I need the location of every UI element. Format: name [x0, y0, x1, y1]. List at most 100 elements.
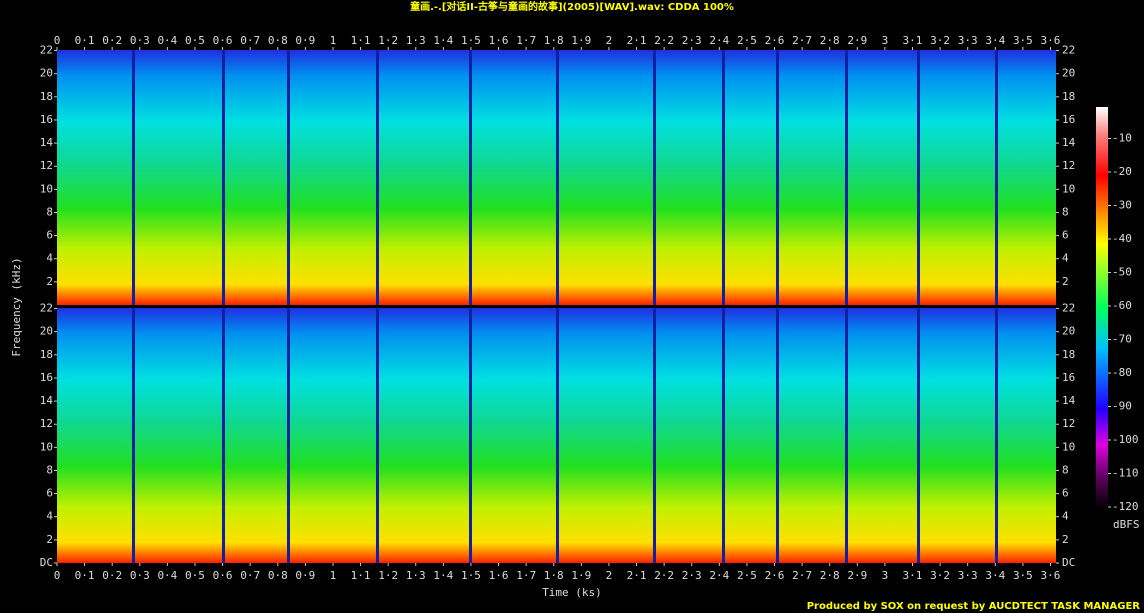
x-tick-label: 1·9 [571, 34, 591, 47]
x-tick-label: 0·8 [268, 34, 288, 47]
x-tick-label: 2·7 [792, 34, 812, 47]
x-tick-label: 2 [606, 34, 613, 47]
y-tick-label: 2 [46, 533, 53, 546]
y-tick-label-right: 8 [1062, 205, 1069, 218]
y-tick-label: 2 [46, 275, 53, 288]
x-tick-label: 2·6 [765, 34, 785, 47]
y-tick-label: 10 [40, 182, 53, 195]
colorbar-tick-label: -40 [1112, 232, 1132, 245]
y-tick-label: 18 [40, 348, 53, 361]
colorbar-tick-label: -60 [1112, 299, 1132, 312]
track-gap [556, 50, 559, 305]
x-tick-label: 3 [882, 569, 889, 582]
x-tick-label: 1·2 [378, 569, 398, 582]
track-gap [376, 50, 379, 305]
x-tick-label: 1·8 [544, 34, 564, 47]
track-gap [845, 50, 848, 305]
x-tick-label: 1·7 [516, 569, 536, 582]
track-gap [917, 308, 920, 563]
y-tick-label-right: 6 [1062, 229, 1069, 242]
x-tick-label: 2·5 [737, 569, 757, 582]
y-tick-label-right: 20 [1062, 325, 1075, 338]
track-gap [469, 50, 472, 305]
colorbar-tick-label: -10 [1112, 132, 1132, 145]
track-gap [722, 50, 725, 305]
x-tick-label: 2·7 [792, 569, 812, 582]
x-tick-label: 3·1 [903, 34, 923, 47]
x-tick-label: 0·7 [240, 34, 260, 47]
x-tick-label: 1·3 [406, 34, 426, 47]
y-tick-label: 16 [40, 371, 53, 384]
track-gap [287, 308, 290, 563]
colorbar-tick-label: -80 [1112, 366, 1132, 379]
y-tick-label-right: 4 [1062, 510, 1069, 523]
y-tick-label: 4 [46, 510, 53, 523]
y-tick-label-right: 16 [1062, 113, 1075, 126]
track-gap [469, 308, 472, 563]
x-tick-label: 3·5 [1013, 34, 1033, 47]
track-gap [722, 308, 725, 563]
y-tick-label: 18 [40, 90, 53, 103]
x-tick-label: 1·4 [433, 34, 453, 47]
x-tick-label: 0·8 [268, 569, 288, 582]
x-tick-label: 0·5 [185, 34, 205, 47]
x-axis-label: Time (ks) [542, 586, 602, 599]
colorbar-tick-label: -100 [1112, 433, 1139, 446]
colorbar-tick-label: -120 [1112, 500, 1139, 513]
x-tick-label: 0 [54, 34, 61, 47]
x-tick-label: 2·1 [627, 569, 647, 582]
x-tick-label: 1·2 [378, 34, 398, 47]
x-tick-label: 3·2 [930, 34, 950, 47]
x-tick-label: 2·8 [820, 34, 840, 47]
y-tick-label: 12 [40, 159, 53, 172]
y-tick-label: 20 [40, 67, 53, 80]
y-tick-label-right: 10 [1062, 440, 1075, 453]
y-tick-label: 22 [40, 302, 53, 315]
x-tick-label: 0·1 [75, 569, 95, 582]
x-tick-label: 1·5 [461, 34, 481, 47]
track-gap [132, 50, 135, 305]
x-tick-label: 3·1 [903, 569, 923, 582]
x-tick-label: 1·1 [351, 569, 371, 582]
track-gap [845, 308, 848, 563]
x-tick-label: 0·9 [295, 34, 315, 47]
x-tick-label: 1 [330, 569, 337, 582]
y-tick-label: 6 [46, 487, 53, 500]
x-tick-label: 3·3 [958, 34, 978, 47]
x-tick-label: 2·9 [847, 34, 867, 47]
y-tick-label: 10 [40, 440, 53, 453]
x-tick-label: 0·2 [102, 569, 122, 582]
y-tick-label-right: 14 [1062, 136, 1076, 149]
y-tick-label: 4 [46, 252, 53, 265]
x-tick-label: 2 [606, 569, 613, 582]
y-tick-label-right: 12 [1062, 159, 1075, 172]
x-tick-label: 2·4 [709, 34, 729, 47]
chart-title: 童画.-.[对话II-古筝与童画的故事](2005)[WAV].wav: CDD… [410, 0, 734, 13]
colorbar-tick-label: -50 [1112, 266, 1132, 279]
x-tick-label: 0·7 [240, 569, 260, 582]
y-tick-label-right: 4 [1062, 252, 1069, 265]
colorbar-tick-label: -90 [1112, 400, 1132, 413]
y-tick-label-right: 14 [1062, 394, 1076, 407]
y-tick-label-right: 22 [1062, 44, 1075, 57]
x-tick-label: 1·6 [489, 569, 509, 582]
x-tick-label: 3·6 [1041, 34, 1061, 47]
y-tick-label-right: 2 [1062, 275, 1069, 288]
y-tick-label: 14 [40, 136, 54, 149]
x-tick-label: 2·8 [820, 569, 840, 582]
x-tick-label: 0 [54, 569, 61, 582]
x-tick-label: 1·3 [406, 569, 426, 582]
x-tick-label: 0·3 [130, 569, 150, 582]
y-tick-label-right: 18 [1062, 90, 1075, 103]
y-tick-label-right: 18 [1062, 348, 1075, 361]
x-tick-label: 3 [882, 34, 889, 47]
x-tick-label: 2·2 [654, 34, 674, 47]
colorbar-tick-label: -20 [1112, 165, 1132, 178]
footer: Produced by SOX on request by AUCDTECT T… [807, 601, 1141, 612]
colorbar-tick-label: -70 [1112, 333, 1132, 346]
y-tick-label-right: 8 [1062, 463, 1069, 476]
x-tick-label: 0·4 [157, 569, 177, 582]
y-tick-label: 14 [40, 394, 54, 407]
x-tick-label: 2·1 [627, 34, 647, 47]
y-tick-label-right: 12 [1062, 417, 1075, 430]
